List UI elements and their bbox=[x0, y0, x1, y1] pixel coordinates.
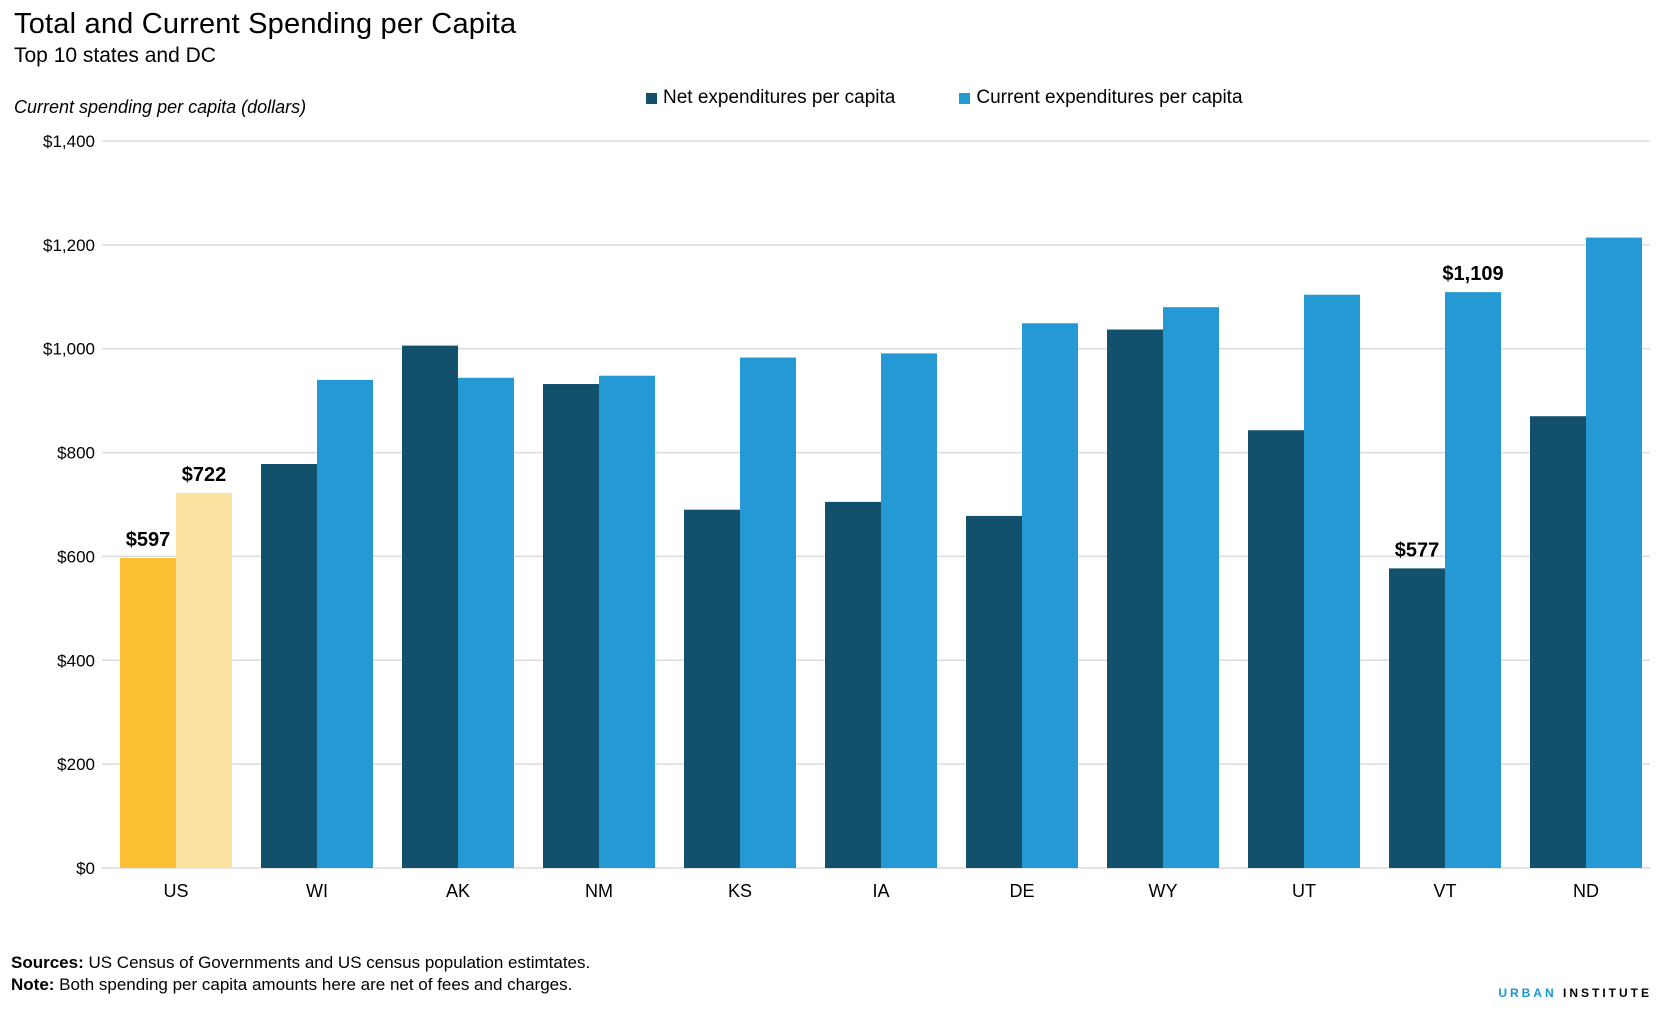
bar-ut-current bbox=[1304, 294, 1360, 868]
bar-ks-current bbox=[740, 357, 796, 868]
x-tick-label: VT bbox=[1433, 881, 1456, 901]
bar-ut-net bbox=[1248, 430, 1304, 868]
sources-label: Sources: bbox=[11, 953, 84, 972]
x-tick-label: WI bbox=[306, 881, 328, 901]
legend-item-net: Net expenditures per capita bbox=[646, 87, 895, 109]
x-tick-label: ND bbox=[1573, 881, 1599, 901]
legend-item-current: Current expenditures per capita bbox=[959, 87, 1243, 109]
legend-swatch-current bbox=[959, 92, 971, 104]
x-tick-label: IA bbox=[872, 881, 889, 901]
legend-label-current: Current expenditures per capita bbox=[976, 87, 1243, 108]
bar-ia-net bbox=[825, 501, 881, 868]
bar-wi-net bbox=[261, 463, 317, 868]
bar-nd-net bbox=[1530, 416, 1586, 868]
chart-subtitle: Top 10 states and DC bbox=[14, 44, 216, 67]
chart-title: Total and Current Spending per Capita bbox=[14, 8, 517, 40]
legend-swatch-net bbox=[646, 92, 657, 104]
y-tick-label: $1,200 bbox=[43, 236, 95, 255]
note-label: Note: bbox=[11, 975, 55, 994]
y-tick-label: $1,400 bbox=[43, 132, 95, 151]
urban-institute-logo: URBAN INSTITUTE bbox=[1498, 986, 1652, 1000]
x-tick-label: KS bbox=[728, 881, 752, 901]
x-tick-label: UT bbox=[1292, 881, 1316, 901]
y-tick-label: $800 bbox=[57, 444, 95, 463]
bar-ks-net bbox=[684, 509, 740, 868]
bar-nm-current bbox=[599, 375, 655, 868]
bar-nd-current bbox=[1586, 237, 1642, 868]
y-tick-label: $0 bbox=[76, 859, 95, 878]
y-axis-label: Current spending per capita (dollars) bbox=[14, 97, 307, 117]
sources-text: US Census of Governments and US census p… bbox=[83, 953, 591, 972]
chart-legend: Net expenditures per capita Current expe… bbox=[646, 87, 1307, 109]
data-label: $597 bbox=[126, 529, 171, 551]
y-tick-label: $400 bbox=[57, 651, 95, 670]
x-tick-label: WY bbox=[1149, 881, 1178, 901]
x-tick-label: AK bbox=[446, 881, 470, 901]
x-tick-label: NM bbox=[585, 881, 613, 901]
y-tick-label: $600 bbox=[57, 547, 95, 566]
bar-ak-current bbox=[458, 377, 514, 868]
bar-nm-net bbox=[543, 384, 599, 868]
bar-vt-current bbox=[1445, 292, 1501, 868]
bar-us-net bbox=[120, 557, 176, 868]
logo-urban: URBAN bbox=[1498, 986, 1557, 1000]
data-label: $1,109 bbox=[1442, 263, 1503, 285]
sources-line: Sources: US Census of Governments and US… bbox=[11, 952, 590, 974]
x-tick-label: US bbox=[163, 881, 188, 901]
bar-wy-current bbox=[1163, 307, 1219, 869]
bar-wi-current bbox=[317, 379, 373, 868]
data-label: $577 bbox=[1395, 539, 1440, 561]
legend-label-net: Net expenditures per capita bbox=[663, 87, 896, 108]
bar-us-current bbox=[176, 493, 232, 868]
x-tick-label: DE bbox=[1009, 881, 1034, 901]
bar-de-current bbox=[1022, 323, 1078, 868]
data-label: $722 bbox=[182, 464, 227, 486]
y-tick-label: $1,000 bbox=[43, 340, 95, 359]
note-text: Both spending per capita amounts here ar… bbox=[54, 975, 573, 994]
bar-ia-current bbox=[881, 353, 937, 869]
note-line: Note: Both spending per capita amounts h… bbox=[11, 974, 590, 996]
bar-vt-net bbox=[1389, 568, 1445, 868]
y-tick-label: $200 bbox=[57, 755, 95, 774]
bar-ak-net bbox=[402, 345, 458, 868]
chart-footer: Sources: US Census of Governments and US… bbox=[11, 952, 590, 996]
bar-de-net bbox=[966, 515, 1022, 868]
bar-wy-net bbox=[1107, 329, 1163, 868]
logo-institute: INSTITUTE bbox=[1563, 986, 1652, 1000]
